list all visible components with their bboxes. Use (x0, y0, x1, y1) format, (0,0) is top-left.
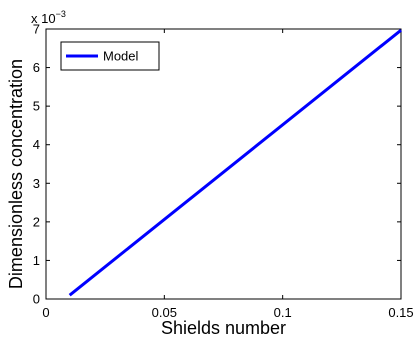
axis-ticks (45, 28, 402, 300)
y-tick-label: 3 (33, 176, 40, 191)
x-tick-labels: 0 0.05 0.1 0.15 (42, 305, 413, 320)
y-tick-label: 6 (33, 60, 40, 75)
y-multiplier-exponent: −3 (56, 9, 66, 19)
series-line-model (68, 28, 402, 297)
y-axis-title: Dimensionless concentration (6, 59, 26, 289)
y-tick-label: 7 (33, 22, 40, 37)
y-tick-label: 5 (33, 99, 40, 114)
legend-label-model: Model (103, 49, 139, 64)
y-multiplier-base: x 10 (31, 11, 56, 26)
series-layer (68, 28, 402, 297)
x-tick-label: 0.15 (388, 305, 413, 320)
y-tick-label: 1 (33, 253, 40, 268)
y-tick-labels: 0 1 2 3 4 5 6 7 (33, 22, 40, 307)
legend: Model (60, 41, 160, 71)
y-tick-label: 0 (33, 292, 40, 307)
x-axis-title: Shields number (161, 318, 286, 338)
x-tick-label: 0.1 (274, 305, 292, 320)
y-axis-multiplier: x 10−3 (31, 9, 66, 26)
x-tick-label: 0 (42, 305, 49, 320)
x-tick-label: 0.05 (152, 305, 177, 320)
plot-area (45, 28, 402, 300)
y-tick-label: 2 (33, 214, 40, 229)
y-tick-label: 4 (33, 137, 40, 152)
